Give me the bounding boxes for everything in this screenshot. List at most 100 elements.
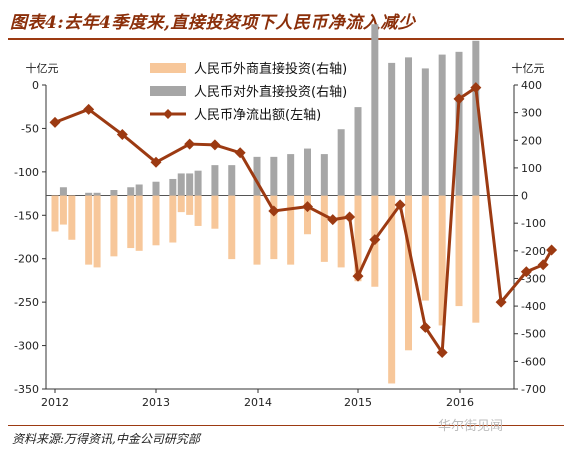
left-tick-label: -200	[14, 253, 39, 266]
odi-bar	[228, 165, 236, 196]
legend-swatch-fdi	[150, 63, 186, 73]
fdi-bar	[304, 195, 311, 235]
title-rule	[8, 38, 564, 40]
source-rule	[8, 425, 564, 426]
fdi-bar	[177, 195, 185, 213]
odi-bar	[270, 156, 278, 196]
fdi-bar	[194, 195, 202, 226]
odi-bar	[371, 24, 379, 196]
net-outflow-point	[352, 270, 364, 282]
fdi-bar	[152, 195, 160, 246]
fdi-bar	[110, 195, 118, 257]
legend-label: 人民币外商直接投资(右轴)	[194, 61, 347, 77]
net-outflow-point	[537, 259, 549, 271]
odi-bar	[211, 165, 219, 196]
fdi-bar	[287, 195, 295, 265]
odi-bar	[186, 173, 194, 196]
odi-bar	[438, 54, 446, 196]
net-outflow-point	[344, 211, 356, 223]
fdi-bar	[270, 195, 278, 260]
net-outflow-point	[184, 138, 196, 150]
right-tick-label: -100	[521, 217, 546, 230]
fdi-bar	[354, 195, 362, 282]
odi-bar	[287, 154, 295, 196]
odi-bar	[455, 51, 463, 196]
odi-bar	[152, 181, 160, 196]
left-tick-label: -50	[21, 122, 39, 135]
fdi-bar	[51, 195, 59, 232]
net-outflow-point	[83, 103, 95, 115]
fdi-bar	[421, 195, 429, 301]
legend-label: 人民币净流出额(左轴)	[194, 108, 321, 123]
net-outflow-point	[453, 93, 465, 105]
right-tick-label: 100	[521, 162, 542, 175]
odi-bar	[405, 57, 412, 196]
right-axis-unit: 十亿元	[512, 61, 545, 75]
right-tick-label: -200	[521, 245, 546, 258]
odi-bar	[337, 129, 345, 196]
left-tick-label: -300	[14, 340, 39, 353]
x-tick-label: 2015	[344, 396, 372, 409]
x-tick-label: 2013	[142, 396, 170, 409]
fdi-bar	[93, 195, 101, 268]
net-outflow-point	[495, 296, 507, 308]
legend-label: 人民币对外直接投资(右轴)	[194, 84, 347, 100]
net-outflow-point	[268, 205, 280, 217]
fdi-bar	[127, 195, 135, 249]
odi-bar	[110, 190, 118, 196]
net-outflow-line	[54, 86, 553, 355]
fdi-bar	[455, 195, 463, 307]
left-tick-label: -250	[14, 296, 39, 309]
left-axis-unit: 十亿元	[26, 61, 59, 75]
x-tick-label: 2016	[446, 396, 474, 409]
chart-title: 图表4:去年4季度来,直接投资项下人民币净流入减少	[10, 13, 416, 33]
odi-bar	[421, 68, 429, 196]
x-tick-label: 2012	[41, 396, 69, 409]
source-note: 资料来源:万得资讯,中金公司研究部	[12, 432, 200, 446]
right-tick-label: 0	[521, 190, 528, 203]
left-tick-label: 0	[32, 79, 39, 92]
fdi-bar	[337, 195, 345, 268]
fdi-bar	[59, 195, 67, 225]
fdi-bar	[405, 195, 412, 351]
odi-bar	[472, 40, 480, 196]
net-outflow-point	[234, 147, 246, 159]
right-tick-label: -600	[521, 355, 546, 368]
net-outflow-point	[394, 199, 406, 211]
net-outflow-point	[150, 156, 162, 168]
odi-bar	[320, 154, 328, 196]
odi-bar	[354, 107, 362, 196]
odi-bar	[177, 173, 185, 196]
net-outflow-point	[209, 139, 221, 151]
right-tick-label: -400	[521, 300, 546, 313]
right-tick-label: -700	[521, 383, 546, 396]
odi-bar	[59, 187, 67, 196]
fdi-bar	[169, 195, 177, 243]
left-tick-label: -350	[14, 383, 39, 396]
right-tick-label: 300	[521, 107, 542, 120]
fdi-bar	[320, 195, 328, 262]
odi-bar	[169, 178, 177, 196]
left-tick-label: -150	[14, 209, 39, 222]
fdi-bar	[211, 195, 219, 229]
left-tick-label: -100	[14, 166, 39, 179]
legend-swatch-net-marker	[163, 109, 173, 119]
odi-bar	[388, 62, 396, 196]
odi-bar	[93, 192, 101, 196]
fdi-bar	[68, 195, 76, 240]
fdi-bar	[135, 195, 143, 251]
net-outflow-point	[49, 116, 61, 128]
right-tick-label: -500	[521, 328, 546, 341]
net-outflow-point	[470, 82, 482, 94]
net-outflow-point	[302, 201, 313, 213]
watermark: 华尔街见闻	[438, 419, 504, 434]
right-tick-label: 400	[521, 79, 542, 92]
net-outflow-point	[419, 321, 431, 333]
fdi-bar	[438, 195, 446, 326]
fdi-bar	[253, 195, 261, 265]
fdi-bar	[472, 195, 480, 323]
odi-bar	[194, 170, 202, 196]
legend-swatch-odi	[150, 86, 186, 96]
net-outflow-point	[327, 214, 339, 226]
